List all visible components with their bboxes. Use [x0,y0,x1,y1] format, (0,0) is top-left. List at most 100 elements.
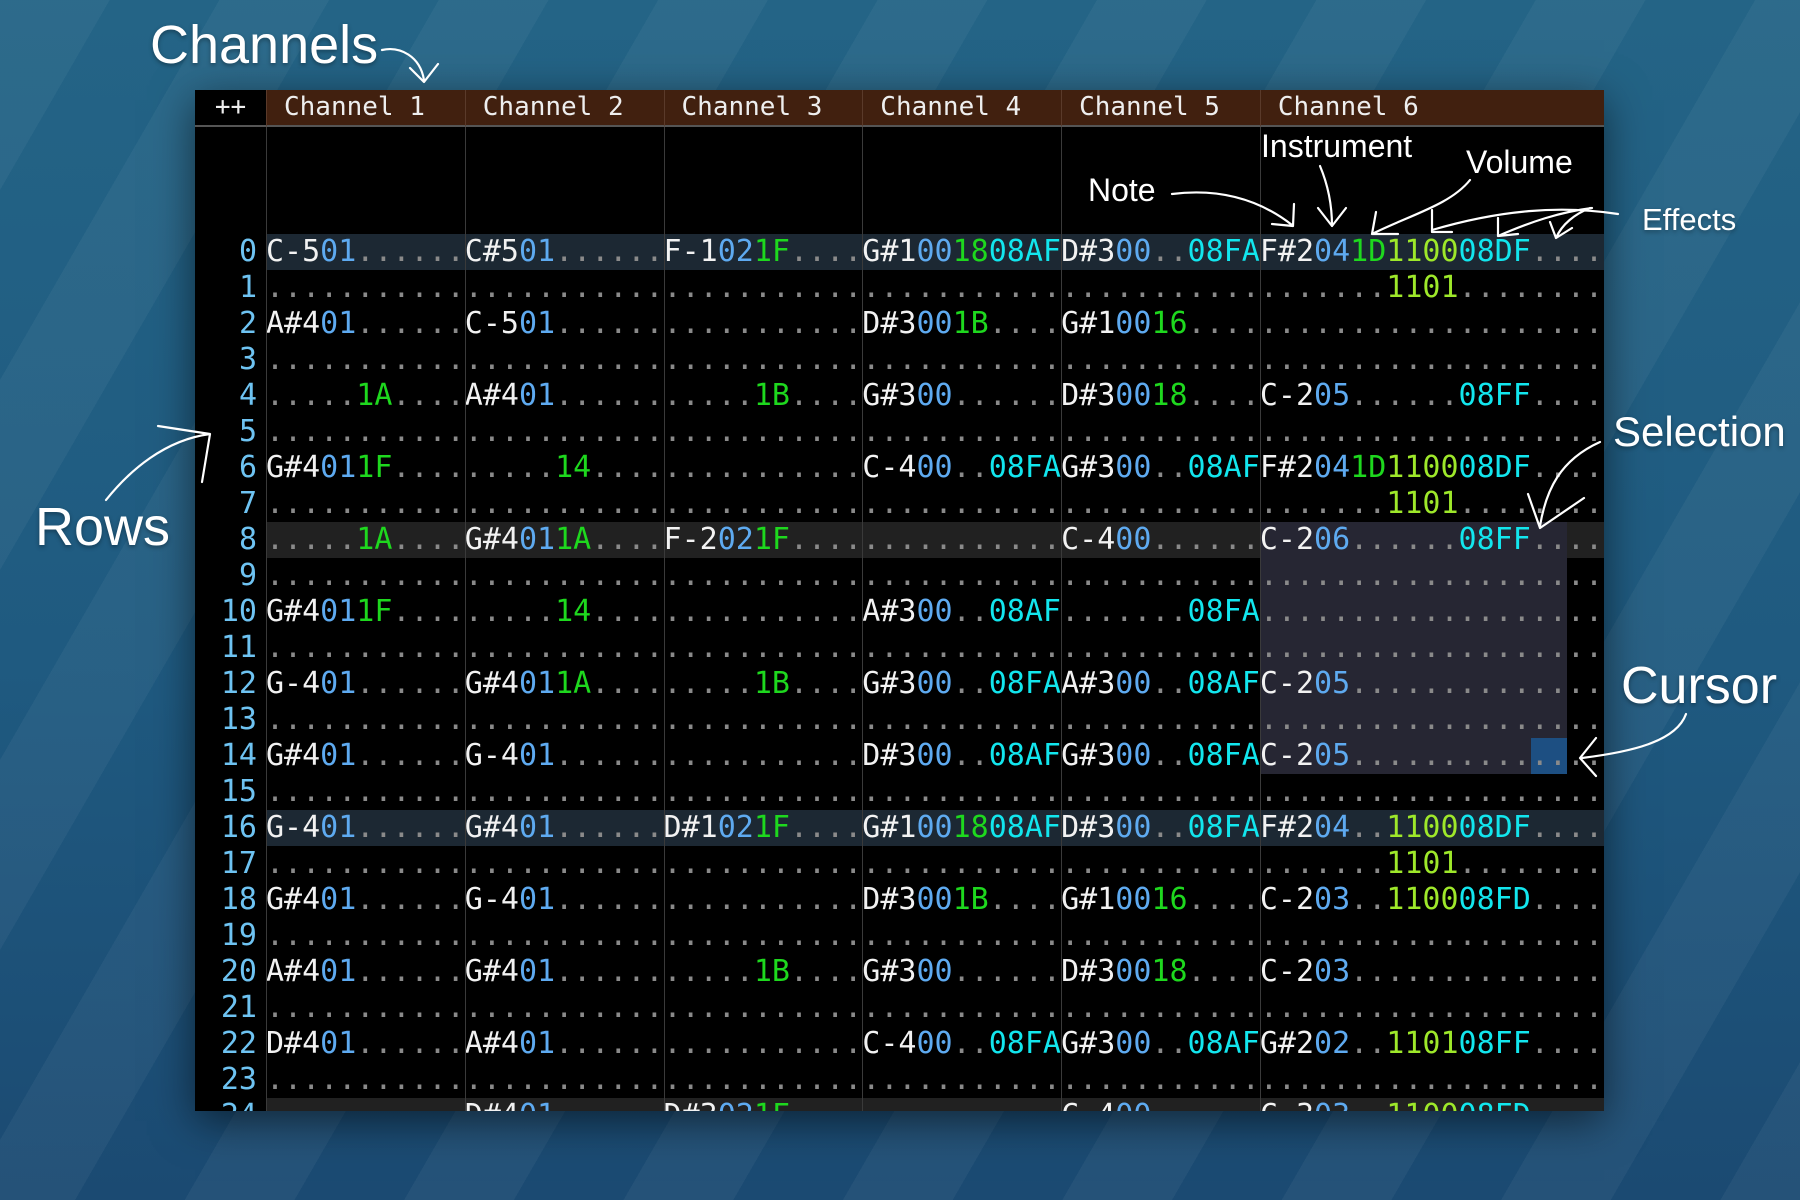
pattern-cell[interactable]: D#300..08AF [862,738,1061,773]
pattern-cell[interactable]: G-401...... [266,666,465,701]
pattern-cell[interactable]: ........... [1061,630,1260,665]
pattern-cell[interactable]: D#401...... [465,1098,664,1111]
pattern-cell[interactable]: G-401...... [464,738,664,773]
pattern-cell[interactable]: ........... [862,270,1061,305]
pattern-cell[interactable]: ........... [862,702,1061,737]
pattern-cell[interactable]: D#300..08FA [1061,810,1260,845]
pattern-cell[interactable]: G#10016.... [1061,882,1260,917]
pattern-cell[interactable]: ........... [663,630,863,665]
pattern-cell[interactable]: A#401...... [464,378,664,413]
pattern-cell[interactable]: ........... [464,342,664,377]
pattern-cell[interactable]: ........... [663,486,863,521]
pattern-cell[interactable]: ................... [1259,1062,1604,1097]
pattern-cell[interactable]: ................... [1259,990,1604,1025]
pattern-cell[interactable]: ........... [663,450,863,485]
pattern-cell[interactable]: ........... [1061,342,1260,377]
pattern-cell[interactable]: .....14.... [464,594,664,629]
pattern-cell[interactable]: F#204..110008DF.... [1259,810,1604,845]
pattern-cell[interactable]: ........... [663,1062,863,1097]
pattern-cell[interactable]: ........... [464,702,664,737]
row-number[interactable]: 2 [238,306,257,341]
pattern-cell[interactable]: ........... [1061,774,1260,809]
pattern-cell[interactable]: D#3001B.... [862,882,1061,917]
row-number[interactable]: 21 [220,990,257,1025]
pattern-cell[interactable]: D#3021F.... [664,1098,863,1111]
pattern-cell[interactable]: C-400...... [1061,522,1260,557]
pattern-cell[interactable]: ................... [1259,630,1604,665]
pattern-cell[interactable]: ........... [1061,702,1260,737]
channel-header-4[interactable]: Channel 4 [862,90,1062,127]
pattern-cell[interactable]: ........... [663,306,863,341]
pattern-cell[interactable]: G#401...... [464,810,664,845]
row-number[interactable]: 14 [220,738,257,773]
row-number[interactable]: 12 [220,666,257,701]
pattern-cell[interactable]: C-203..110008FD.... [1259,882,1604,917]
pattern-cell[interactable]: ........... [862,522,1061,557]
pattern-cell[interactable]: D#401...... [266,1026,465,1061]
pattern-cell[interactable]: C-303..110008FD.... [1260,1098,1603,1111]
pattern-cell[interactable]: ........... [266,270,465,305]
pattern-cell[interactable]: ................... [1259,306,1604,341]
pattern-cell[interactable]: ........... [663,414,863,449]
row-number[interactable]: 24 [195,1098,257,1111]
pattern-cell[interactable]: D#1021F.... [663,810,863,845]
pattern-cell[interactable]: D#30018.... [1061,954,1260,989]
pattern-cell[interactable]: ........... [464,1062,664,1097]
pattern-cell[interactable]: C-501...... [464,306,664,341]
pattern-cell[interactable]: D#3001B.... [862,306,1061,341]
pattern-cell[interactable]: F-2021F.... [663,522,863,557]
pattern-cell[interactable]: C-205.............. [1259,738,1604,773]
pattern-cell[interactable]: G#202..110108FF.... [1259,1026,1604,1061]
row-number[interactable]: 11 [220,630,257,665]
pattern-cell[interactable]: G#4011A.... [464,522,664,557]
pattern-cell[interactable]: ........... [266,918,465,953]
pattern-cell[interactable]: ........... [266,846,465,881]
pattern-cell[interactable]: G#401...... [266,882,465,917]
add-channel-button[interactable]: ++ [195,90,266,127]
pattern-cell[interactable]: G#300..08AF [1061,1026,1260,1061]
pattern-cell[interactable]: ........... [663,702,863,737]
channel-header-3[interactable]: Channel 3 [663,90,863,127]
pattern-cell[interactable]: ........... [266,414,465,449]
row-number[interactable]: 4 [238,378,257,413]
pattern-cell[interactable]: F#2041D110008DF.... [1259,234,1604,269]
pattern-cell[interactable]: ........... [862,558,1061,593]
pattern-cell[interactable]: ........... [862,486,1061,521]
pattern-cell[interactable]: A#300..08AF [1061,666,1260,701]
pattern-cell[interactable]: C-400..08FA [862,450,1061,485]
pattern-cell[interactable]: G#300...... [862,954,1061,989]
pattern-cell[interactable]: ................... [1259,774,1604,809]
pattern-cell[interactable]: .....1B.... [663,666,863,701]
row-number[interactable]: 6 [238,450,257,485]
pattern-cell[interactable]: D#30018.... [1061,378,1260,413]
pattern-cell[interactable]: .......1101........ [1259,486,1604,521]
pattern-cell[interactable]: C-400..08FA [862,1026,1061,1061]
pattern-cell[interactable]: ........... [663,270,863,305]
pattern-cell[interactable]: ........... [266,486,465,521]
pattern-cell[interactable]: ........... [1061,846,1260,881]
pattern-cell[interactable]: ........... [663,882,863,917]
row-number[interactable]: 16 [220,810,257,845]
pattern-cell[interactable]: C-205.............. [1259,666,1604,701]
pattern-cell[interactable]: C-501...... [266,234,465,269]
row-number[interactable]: 0 [238,234,257,269]
pattern-cell[interactable]: ........... [663,594,863,629]
pattern-cell[interactable]: ........... [266,702,465,737]
pattern-cell[interactable]: D#300..08FA [1061,234,1260,269]
row-number[interactable]: 5 [238,414,257,449]
pattern-cell[interactable]: ........... [464,774,664,809]
pattern-cell[interactable]: ........... [1061,1062,1260,1097]
row-number[interactable]: 23 [220,1062,257,1097]
pattern-cell[interactable]: ........... [266,1062,465,1097]
row-number[interactable]: 20 [220,954,257,989]
pattern-cell[interactable]: G#1001808AF [862,810,1061,845]
pattern-cell[interactable]: ........... [862,1098,1061,1111]
pattern-cell[interactable]: ........... [1061,414,1260,449]
pattern-cell[interactable]: F#2041D110008DF.... [1259,450,1604,485]
pattern-cell[interactable]: ........... [663,342,863,377]
pattern-cell[interactable]: ........... [1061,270,1260,305]
pattern-cell[interactable]: G#1001808AF [862,234,1061,269]
pattern-cell[interactable]: .....1B.... [663,954,863,989]
pattern-cell[interactable]: ........... [266,1098,465,1111]
